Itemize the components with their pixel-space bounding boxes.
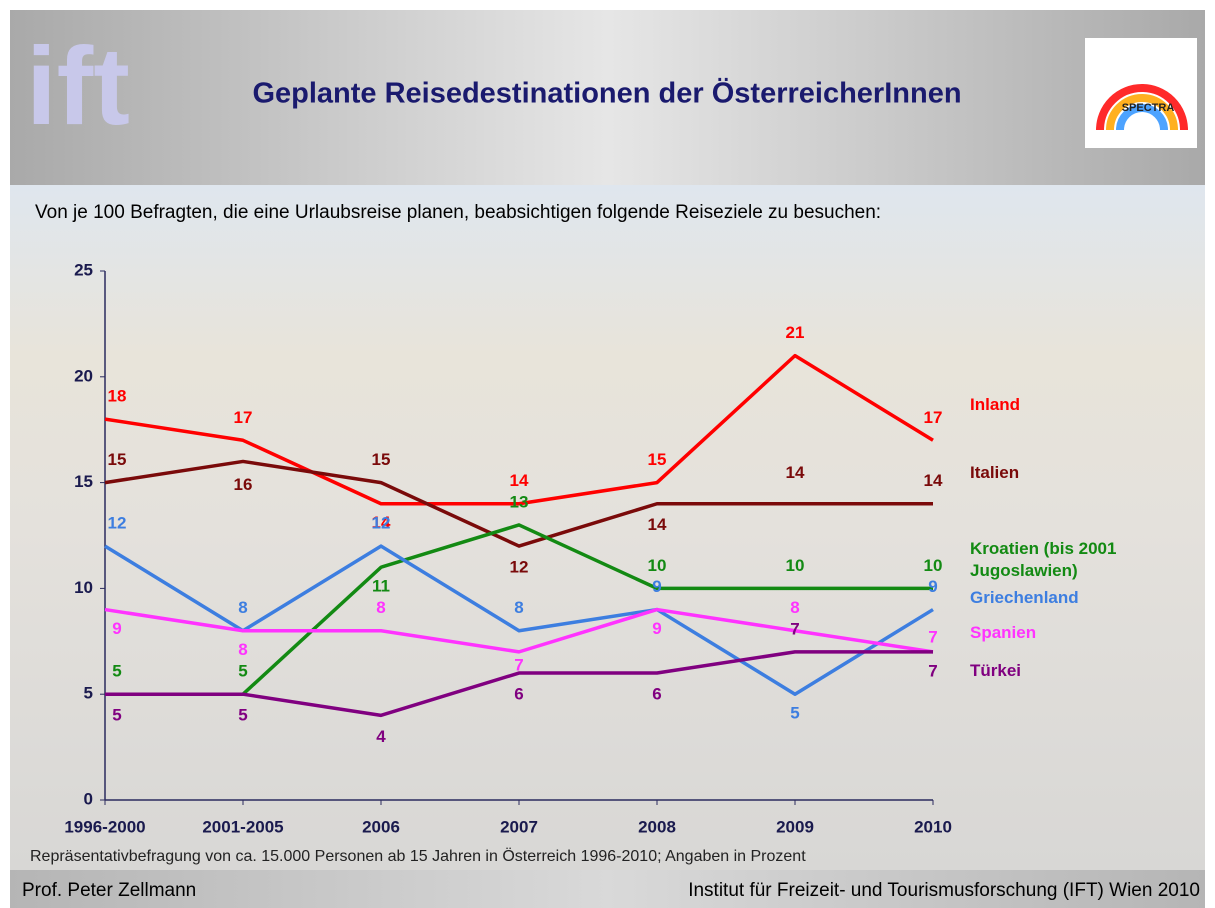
y-tick-label: 20 [74,366,93,385]
legend-entry: Kroatien (bis 2001 Jugoslawien) [970,539,1117,580]
data-label: 5 [238,706,247,725]
header-band [10,10,1205,185]
data-label: 7 [790,619,799,638]
rainbow [1106,94,1178,131]
data-label: 15 [648,450,667,469]
series-line [105,650,933,718]
data-label: 15 [372,450,391,469]
legend-entry: Griechenland [970,588,1079,607]
data-label: 7 [514,655,523,674]
data-label: 5 [112,662,121,681]
data-label: 14 [372,513,391,532]
data-label: 11 [372,577,390,596]
data-label: 8 [376,598,385,617]
data-label: 7 [928,661,937,680]
y-tick-label: 5 [84,684,93,703]
y-tick-label: 25 [74,260,93,279]
data-label: 14 [648,515,667,534]
data-label: 8 [238,598,247,617]
legend-entry: Spanien [970,623,1037,642]
logo-right: SPECTRA [1122,102,1175,114]
data-label: 14 [786,463,805,482]
data-label: 16 [234,475,253,494]
data-label: 8 [514,598,523,617]
series-line [104,459,933,548]
footer-left: Prof. Peter Zellmann [22,880,196,901]
subtitle: Von je 100 Befragten, die eine Urlaubsre… [35,202,881,223]
data-label: 5 [790,704,799,723]
data-label: 7 [928,627,937,646]
data-label: 6 [652,685,661,704]
legend-entry: Türkei [970,661,1022,680]
x-tick-label: 2009 [776,817,814,836]
data-label: 12 [372,514,391,533]
data-label: 18 [108,387,127,406]
rainbow [1096,84,1188,131]
rainbow [1116,104,1168,131]
plot: 0 5 10 15 20 25 1996-2000 2001-2005 2006 2007 2008… [64,260,952,836]
data-label: 12 [510,558,529,577]
x-tick-label: 2006 [362,817,400,836]
data-label: 15 [108,450,127,469]
data-label: 17 [924,408,943,427]
background [10,185,1205,870]
data-label: 17 [234,408,253,427]
data-label: 6 [514,685,523,704]
data-label: 5 [238,662,247,681]
footer-band [10,870,1205,908]
y-tick-label: 10 [74,578,93,597]
y-tick-label: 0 [84,789,93,808]
chart-title: Geplante Reisedestinationen der Österrei… [252,77,961,110]
data-label: 8 [238,640,247,659]
x-tick-label: 2007 [500,817,538,836]
series-line [104,353,934,506]
data-label: 14 [924,471,943,490]
data-label: 9 [652,577,661,596]
data-label: 21 [786,323,805,342]
data-label: 9 [112,619,121,638]
data-label: 14 [510,471,529,490]
data-label: 10 [786,556,805,575]
logo-left: ift [26,25,130,148]
data-label: 5 [112,706,121,725]
legend-entry: Italien [970,463,1020,482]
data-label: 8 [790,598,799,617]
data-label: 9 [652,619,661,638]
legend-entry: Inland [970,395,1021,414]
x-tick-label: 1996-2000 [64,817,145,836]
data-label: 10 [648,556,667,575]
logo-right-box [1085,38,1197,148]
footer-right: Institut für Freizeit- und Tourismusfors… [688,880,1200,901]
data-label: 9 [928,577,937,596]
data-label: 12 [108,514,127,533]
data-label: 4 [376,727,386,746]
y-tick-label: 15 [74,472,93,491]
x-tick-label: 2008 [638,817,676,836]
x-tick-label: 2010 [914,817,952,836]
x-tick-label: 2001-2005 [202,817,283,836]
data-label: 13 [510,492,529,511]
note: Repräsentativbefragung von ca. 15.000 Pe… [30,847,806,865]
data-label: 10 [924,556,943,575]
series-line [104,607,934,654]
